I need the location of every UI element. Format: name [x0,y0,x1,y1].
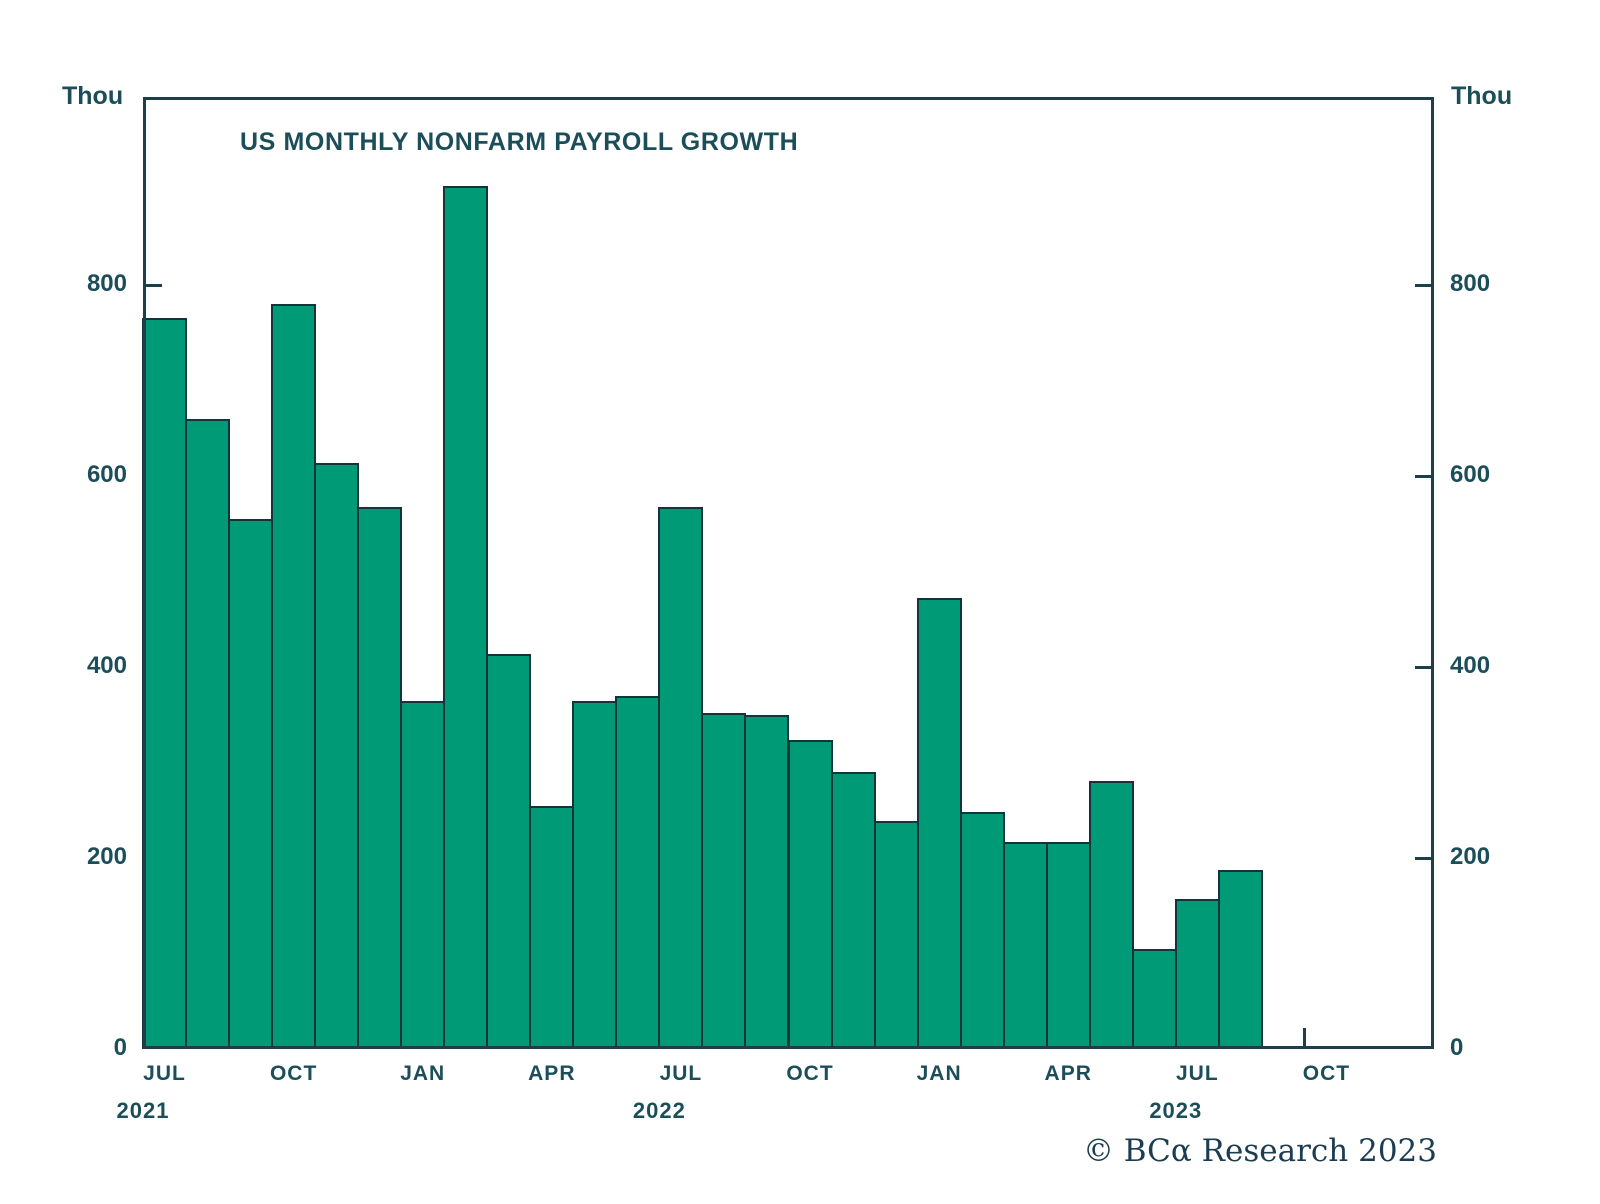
bar-jan-2022 [400,701,446,1049]
bar-feb-2022 [443,185,489,1049]
y-tick-label-left-0: 0 [113,1034,127,1061]
x-year-label-2021: 2021 [116,1098,170,1123]
x-tick-9 [1303,1028,1307,1049]
bar-nov-2022 [830,772,876,1049]
bar-nov-2021 [314,462,360,1049]
y-tick-label-left-200: 200 [86,843,127,870]
y-tick-label-right-600: 600 [1450,461,1491,488]
x-tick-label-9: OCT [1302,1062,1351,1085]
y-tick-right-400 [1415,665,1434,669]
x-year-label-2023: 2023 [1149,1098,1203,1123]
x-tick-label-3: APR [528,1062,576,1085]
bar-mar-2022 [486,653,532,1049]
y-axis-unit-left: Thou [62,82,124,110]
y-tick-label-left-600: 600 [86,461,127,488]
bar-apr-2022 [529,806,575,1049]
x-tick-label-5: OCT [786,1062,834,1085]
y-tick-right-800 [1415,283,1434,287]
x-year-label-2022: 2022 [632,1098,686,1123]
y-tick-label-right-200: 200 [1450,843,1491,870]
x-tick-label-2: JAN [400,1062,446,1085]
y-tick-label-left-400: 400 [86,652,127,679]
y-axis-unit-right: Thou [1451,82,1513,110]
y-tick-left-800 [143,283,162,287]
copyright-text: © BCα Research 2023 [1082,1133,1437,1169]
y-tick-label-right-0: 0 [1450,1034,1464,1061]
plot-frame [143,97,1434,1049]
page-title: US MONTHLY NONFARM PAYROLL GROWTH [240,128,799,156]
x-tick-label-0: JUL [143,1062,186,1085]
y-tick-label-right-400: 400 [1450,652,1491,679]
x-tick-label-1: OCT [269,1062,318,1085]
y-tick-right-200 [1415,856,1434,860]
bar-dec-2022 [873,820,919,1049]
x-tick-label-4: JUL [659,1062,703,1085]
x-tick-label-6: JAN [916,1062,962,1085]
y-tick-label-left-800: 800 [86,270,127,297]
bar-may-2023 [1088,780,1134,1049]
x-tick-label-7: APR [1044,1062,1092,1085]
bar-aug-2023 [1217,870,1263,1049]
y-tick-right-600 [1415,474,1434,478]
x-tick-label-8: JUL [1175,1062,1219,1085]
y-tick-label-right-800: 800 [1450,270,1491,297]
